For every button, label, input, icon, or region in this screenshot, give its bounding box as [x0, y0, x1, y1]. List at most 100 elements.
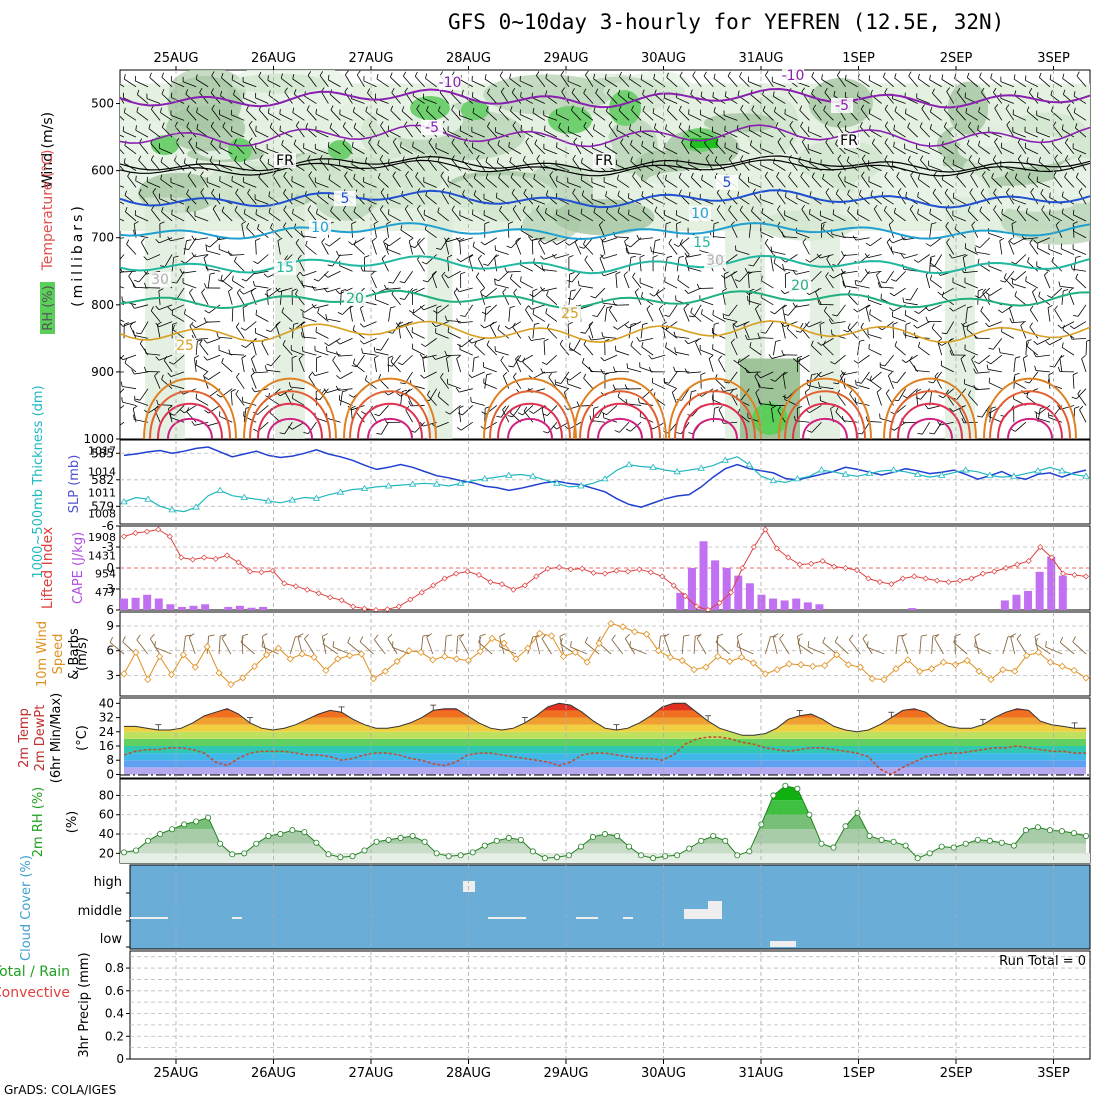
- wind-barb: [1066, 108, 1075, 121]
- wind-barb-flag: [136, 332, 142, 335]
- wind-barb-flag: [1054, 305, 1058, 310]
- wind-barb: [508, 146, 522, 155]
- wind-barb: [747, 274, 750, 289]
- wind-barb-flag: [1014, 173, 1018, 179]
- wind-barb-flag: [896, 172, 900, 177]
- wind-barb-flag: [337, 312, 343, 315]
- wind-barb-flag: [676, 432, 682, 435]
- wind10m-barb-flag: [122, 636, 126, 643]
- wind-barb-flag: [473, 173, 477, 179]
- wind10m-barb: [849, 639, 861, 655]
- wind-barb: [544, 237, 558, 245]
- wind10m-barb-flag: [559, 633, 566, 637]
- wind-barb-flag: [568, 342, 571, 348]
- wind-barb-flag: [460, 271, 466, 275]
- wind-barb-flag: [580, 157, 583, 163]
- wind-barb-flag: [585, 70, 589, 76]
- wind-barb-flag: [1073, 91, 1076, 97]
- wind-barb: [825, 276, 834, 289]
- wind10m-barb: [1035, 643, 1051, 655]
- wind-barb-flag: [231, 175, 233, 181]
- wind-barb: [651, 354, 666, 360]
- wind-barb-flag: [124, 358, 127, 364]
- wind-barb: [522, 405, 534, 416]
- wind-barb-flag: [679, 239, 684, 244]
- wind-barb-flag: [269, 122, 273, 128]
- wind-barb: [353, 178, 365, 188]
- wind10m-barb: [584, 642, 600, 655]
- wind-barb: [1004, 176, 1015, 188]
- wind-barb-flag: [1068, 288, 1073, 293]
- wind-barb-flag: [724, 142, 726, 148]
- wind-barb: [556, 237, 570, 245]
- wind-barb-flag: [144, 282, 147, 288]
- wind-barb: [916, 97, 930, 104]
- thickness-point: [1082, 472, 1090, 479]
- isotherm-label-bg: [704, 253, 726, 268]
- wind-barb: [279, 130, 293, 138]
- wind-barb-flag: [160, 174, 163, 180]
- wind-barb-flag: [614, 430, 620, 433]
- wind-barb-flag: [752, 188, 756, 194]
- li-point: [258, 569, 265, 576]
- wind-barb-flag: [840, 268, 845, 274]
- wind-barb: [447, 130, 461, 138]
- wind-barb-flag: [684, 252, 688, 258]
- isotherm-dome: [249, 390, 331, 439]
- wind-barb: [1052, 125, 1063, 138]
- wind-barb: [723, 317, 738, 322]
- wind-barb-flag: [1045, 341, 1050, 346]
- wind-barb-flag: [319, 71, 324, 76]
- wind-barb: [427, 394, 437, 406]
- wind-barb: [641, 145, 654, 155]
- wind-barb: [711, 235, 726, 239]
- wind-barb: [147, 181, 161, 188]
- cape-bar: [757, 594, 766, 610]
- wind-barb: [617, 321, 630, 330]
- wind-barb-flag: [515, 237, 520, 242]
- wind-barb-flag: [1013, 74, 1016, 80]
- wind-barb: [1036, 115, 1051, 121]
- wind-barb-flag: [484, 74, 487, 80]
- wind-barb-flag: [640, 158, 643, 164]
- wind-barb-flag: [572, 154, 576, 160]
- wind-barb: [304, 304, 317, 313]
- wind-barb-flag: [471, 142, 474, 148]
- wind-barb-flag: [135, 175, 137, 181]
- wind-barb: [424, 371, 437, 379]
- wind-barb: [944, 109, 955, 121]
- wind-barb: [1025, 341, 1028, 356]
- wind10m-barb: [867, 646, 885, 655]
- wind-barb: [515, 358, 522, 373]
- wind-barb-flag: [788, 171, 792, 177]
- wind-barb: [617, 212, 630, 222]
- wind-barb-flag: [444, 274, 449, 279]
- wind-barb: [184, 162, 197, 171]
- cloud-block: [623, 917, 633, 919]
- y-tick-label: 0: [106, 767, 114, 781]
- wind10m-barb-flag: [822, 636, 826, 643]
- wind-barb: [195, 364, 209, 373]
- wind-barb: [964, 282, 978, 289]
- wind-barb: [802, 241, 810, 255]
- wind-barb-flag: [966, 324, 969, 330]
- isotherm-label: -10: [782, 68, 805, 84]
- wind-barb: [353, 244, 365, 255]
- wind-barb-flag: [1029, 322, 1033, 328]
- isotherm-label: 10: [691, 206, 709, 222]
- wind-barb: [351, 98, 365, 104]
- wind-barb-flag: [195, 74, 198, 80]
- wind-barb: [764, 175, 774, 188]
- wind-barb-flag: [196, 124, 199, 130]
- isotherm-label: 10: [311, 220, 329, 236]
- wind-barb: [608, 309, 618, 322]
- wind-barb: [664, 197, 678, 205]
- wind-barb-flag: [1015, 356, 1021, 359]
- wind-barb-flag: [1001, 208, 1003, 214]
- wind-barb: [937, 341, 943, 356]
- wind10m-barb: [772, 636, 778, 655]
- wind-barb-flag: [315, 326, 317, 333]
- wind-barb-flag: [342, 138, 346, 144]
- isotherm-label: 30: [706, 253, 724, 269]
